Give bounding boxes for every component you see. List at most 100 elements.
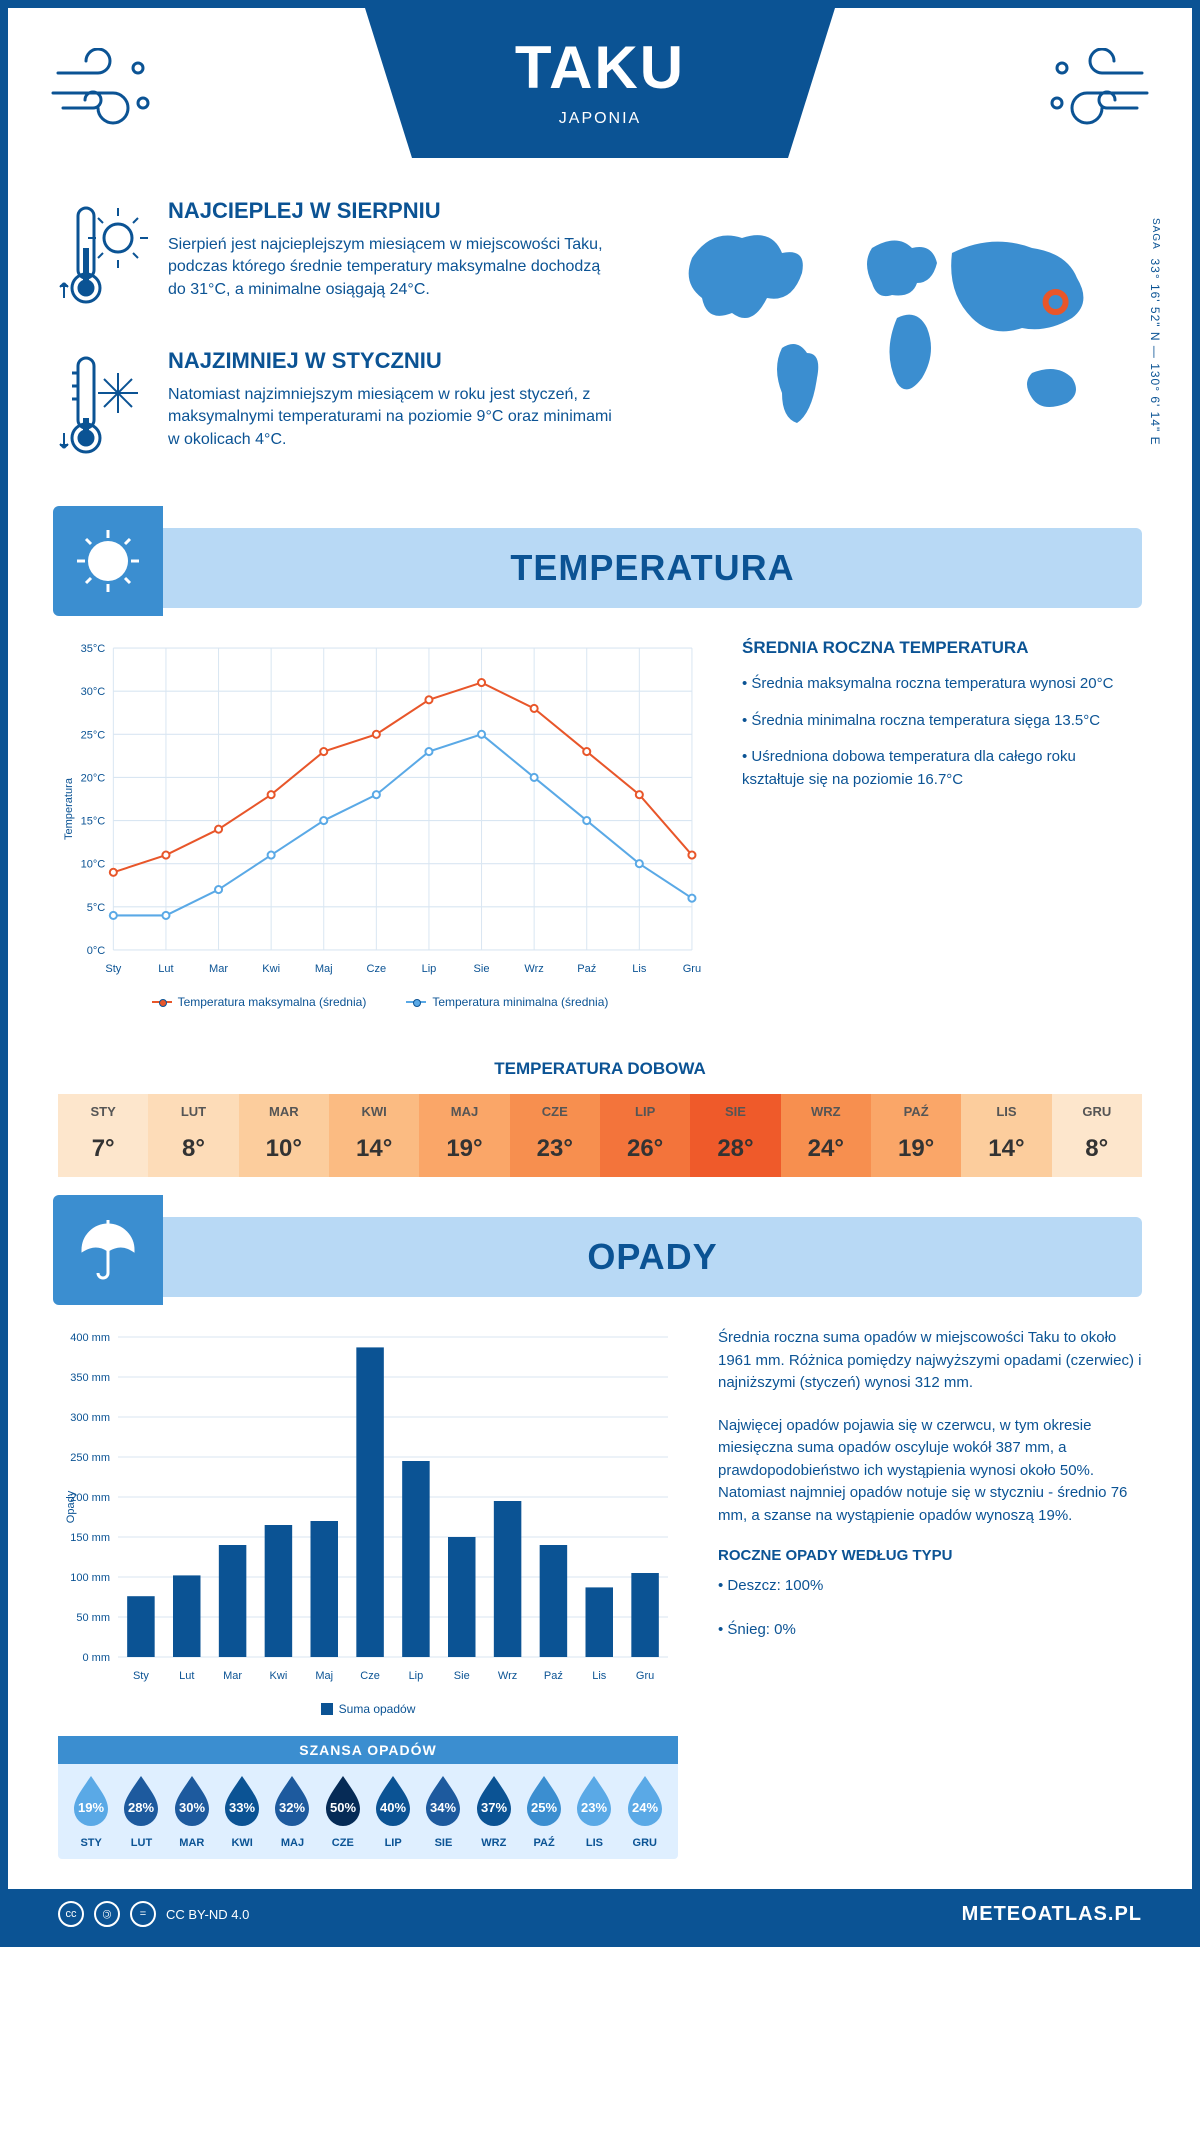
temperature-section-header: TEMPERATURA — [58, 528, 1142, 608]
svg-text:Opady: Opady — [65, 1490, 77, 1523]
daily-cell: PAŹ19° — [871, 1094, 961, 1177]
temp-chart-legend: Temperatura maksymalna (średnia) Tempera… — [58, 995, 702, 1009]
svg-text:Maj: Maj — [315, 963, 333, 975]
precip-chart-legend: Suma opadów — [58, 1702, 678, 1716]
svg-text:Lis: Lis — [592, 1670, 607, 1682]
daily-cell: CZE23° — [510, 1094, 600, 1177]
svg-text:Kwi: Kwi — [262, 963, 280, 975]
svg-text:Lut: Lut — [179, 1670, 194, 1682]
svg-text:Lut: Lut — [158, 963, 173, 975]
svg-text:32%: 32% — [279, 1800, 305, 1815]
type-bullet: • Śnieg: 0% — [718, 1618, 1142, 1642]
coldest-title: NAJZIMNIEJ W STYCZNIU — [168, 348, 622, 374]
nd-icon: = — [130, 1901, 156, 1927]
license-text: CC BY-ND 4.0 — [166, 1907, 249, 1922]
world-map — [662, 198, 1142, 458]
svg-text:20°C: 20°C — [81, 772, 106, 784]
svg-text:Paź: Paź — [544, 1670, 563, 1682]
footer: cc 🄯 = CC BY-ND 4.0 METEOATLAS.PL — [8, 1889, 1192, 1939]
daily-temp-table: STY7°LUT8°MAR10°KWI14°MAJ19°CZE23°LIP26°… — [58, 1094, 1142, 1177]
temperature-line-chart: 0°C5°C10°C15°C20°C25°C30°C35°CStyLutMarK… — [58, 638, 702, 980]
coordinates: SAGA 33° 16' 52" N — 130° 6' 14" E — [1148, 218, 1162, 446]
precip-paragraph-1: Średnia roczna suma opadów w miejscowośc… — [718, 1327, 1142, 1395]
precipitation-bar-chart: 0 mm50 mm100 mm150 mm200 mm250 mm300 mm3… — [58, 1327, 678, 1687]
svg-text:Sie: Sie — [454, 1670, 470, 1682]
svg-text:Sty: Sty — [133, 1670, 149, 1682]
site-brand: METEOATLAS.PL — [962, 1903, 1142, 1926]
chance-cell: 33%KWI — [217, 1774, 267, 1849]
svg-text:Gru: Gru — [683, 963, 701, 975]
daily-cell: STY7° — [58, 1094, 148, 1177]
svg-text:Cze: Cze — [360, 1670, 380, 1682]
svg-text:37%: 37% — [481, 1800, 507, 1815]
svg-text:25%: 25% — [531, 1800, 557, 1815]
svg-text:34%: 34% — [430, 1800, 456, 1815]
svg-text:33%: 33% — [229, 1800, 255, 1815]
svg-text:Wrz: Wrz — [498, 1670, 517, 1682]
wind-icon — [1032, 48, 1152, 128]
country-subtitle: JAPONIA — [365, 110, 835, 128]
svg-text:350 mm: 350 mm — [70, 1372, 110, 1384]
svg-text:Mar: Mar — [223, 1670, 242, 1682]
by-icon: 🄯 — [94, 1901, 120, 1927]
temp-bullet: • Średnia minimalna roczna temperatura s… — [742, 710, 1142, 733]
svg-text:Wrz: Wrz — [524, 963, 543, 975]
svg-text:Cze: Cze — [367, 963, 387, 975]
temp-bullet: • Uśredniona dobowa temperatura dla całe… — [742, 746, 1142, 791]
svg-text:Mar: Mar — [209, 963, 228, 975]
precip-type-title: ROCZNE OPADY WEDŁUG TYPU — [718, 1547, 1142, 1564]
svg-text:Sie: Sie — [474, 963, 490, 975]
chance-cell: 37%WRZ — [469, 1774, 519, 1849]
svg-text:50%: 50% — [330, 1800, 356, 1815]
chance-cell: 32%MAJ — [267, 1774, 317, 1849]
temp-bullet: • Średnia maksymalna roczna temperatura … — [742, 673, 1142, 696]
svg-text:300 mm: 300 mm — [70, 1412, 110, 1424]
title-banner: TAKU JAPONIA — [365, 8, 835, 158]
chance-cell: 25%PAŹ — [519, 1774, 569, 1849]
chance-cell: 19%STY — [66, 1774, 116, 1849]
svg-text:50 mm: 50 mm — [76, 1612, 110, 1624]
svg-text:40%: 40% — [380, 1800, 406, 1815]
daily-temp-title: TEMPERATURA DOBOWA — [8, 1059, 1192, 1079]
chance-cell: 40%LIP — [368, 1774, 418, 1849]
svg-text:Temperatura: Temperatura — [63, 777, 75, 840]
svg-text:30%: 30% — [179, 1800, 205, 1815]
sun-icon — [73, 526, 143, 596]
svg-text:Gru: Gru — [636, 1670, 654, 1682]
daily-cell: LUT8° — [148, 1094, 238, 1177]
daily-cell: SIE28° — [690, 1094, 780, 1177]
svg-text:5°C: 5°C — [87, 902, 106, 914]
svg-text:35°C: 35°C — [81, 643, 106, 655]
svg-text:0 mm: 0 mm — [83, 1652, 111, 1664]
svg-text:250 mm: 250 mm — [70, 1452, 110, 1464]
svg-text:19%: 19% — [78, 1800, 104, 1815]
cc-icon: cc — [58, 1901, 84, 1927]
umbrella-icon — [73, 1215, 143, 1285]
svg-text:Lip: Lip — [422, 963, 437, 975]
chance-cell: 30%MAR — [167, 1774, 217, 1849]
thermometer-cold-icon — [58, 348, 148, 468]
chance-title: SZANSA OPADÓW — [58, 1736, 678, 1764]
svg-text:150 mm: 150 mm — [70, 1532, 110, 1544]
hottest-title: NAJCIEPLEJ W SIERPNIU — [168, 198, 622, 224]
chance-cell: 28%LUT — [116, 1774, 166, 1849]
svg-text:23%: 23% — [581, 1800, 607, 1815]
precipitation-section-header: OPADY — [58, 1217, 1142, 1297]
svg-text:10°C: 10°C — [81, 859, 106, 871]
svg-text:0°C: 0°C — [87, 945, 106, 957]
svg-text:30°C: 30°C — [81, 686, 106, 698]
daily-cell: MAJ19° — [419, 1094, 509, 1177]
svg-text:Paź: Paź — [577, 963, 596, 975]
chance-cell: 50%CZE — [318, 1774, 368, 1849]
precipitation-title: OPADY — [163, 1236, 1142, 1278]
svg-text:Kwi: Kwi — [270, 1670, 288, 1682]
type-bullet: • Deszcz: 100% — [718, 1574, 1142, 1598]
svg-text:24%: 24% — [632, 1800, 658, 1815]
city-title: TAKU — [365, 33, 835, 102]
svg-text:Sty: Sty — [105, 963, 121, 975]
hottest-text: Sierpień jest najcieplejszym miesiącem w… — [168, 234, 622, 301]
daily-cell: LIP26° — [600, 1094, 690, 1177]
thermometer-hot-icon — [58, 198, 148, 318]
svg-text:400 mm: 400 mm — [70, 1332, 110, 1344]
chance-cell: 23%LIS — [569, 1774, 619, 1849]
